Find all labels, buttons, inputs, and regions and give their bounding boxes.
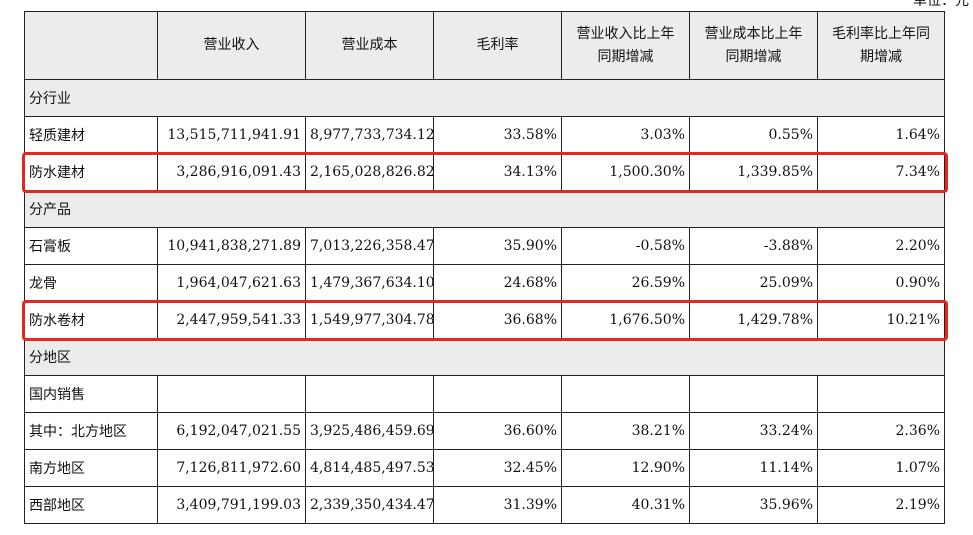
table-row: 南方地区 7,126,811,972.60 4,814,485,497.53 32.4… [24, 449, 945, 487]
table-cell: 33.58% [433, 116, 562, 154]
column-header-text: 营业成本 [341, 37, 398, 53]
highlight-box [21, 299, 948, 341]
table-cell: 1,964,047,621.63 [157, 264, 306, 302]
section-label: 分产品 [24, 190, 945, 228]
column-header [24, 11, 158, 80]
table-cell: 12.90% [561, 449, 690, 487]
table-cell: 24.68% [433, 264, 562, 302]
row-label: 南方地区 [24, 449, 158, 487]
table-cell: 7,013,226,358.47 [305, 227, 434, 265]
table-cell: 11.14% [689, 449, 818, 487]
table-cell [817, 375, 945, 413]
table-cell: 2,447,959,541.33 [157, 301, 306, 339]
table-cell: 7,126,811,972.60 [157, 449, 306, 487]
table-cell [157, 375, 306, 413]
table-cell: 2,339,350,434.47 [305, 486, 434, 524]
table-cell: 31.39% [433, 486, 562, 524]
table-cell: 1,339.85% [689, 153, 818, 191]
table-cell: 13,515,711,941.91 [157, 116, 306, 154]
section-label: 分行业 [24, 79, 945, 117]
row-label: 石膏板 [24, 227, 158, 265]
table-cell: 10,941,838,271.89 [157, 227, 306, 265]
table-cell: 36.60% [433, 412, 562, 450]
table-row: 防水卷材 2,447,959,541.33 1,549,977,304.78 36.6… [24, 301, 945, 339]
table-cell: 7.34% [817, 153, 945, 191]
table-cell: 1.64% [817, 116, 945, 154]
table-cell: 32.45% [433, 449, 562, 487]
table-cell: -3.88% [689, 227, 818, 265]
column-header: 营业成本比上年 同期增减 [689, 11, 818, 80]
column-header: 毛利率比上年同 期增减 [817, 11, 945, 80]
table-cell: 6,192,047,021.55 [157, 412, 306, 450]
table-cell [305, 375, 434, 413]
column-header-text: 同期增减 [597, 48, 654, 65]
table-row: 防水建材 3,286,916,091.43 2,165,028,826.82 34.1… [24, 153, 945, 191]
table-cell: 35.90% [433, 227, 562, 265]
row-label: 龙骨 [24, 264, 158, 302]
column-header: 营业成本 [305, 11, 434, 80]
table-row: 石膏板 10,941,838,271.89 7,013,226,358.47 35.9… [24, 227, 945, 265]
table-cell: 33.24% [689, 412, 818, 450]
table-cell: 3,409,791,199.03 [157, 486, 306, 524]
section-label: 分地区 [24, 338, 945, 376]
table-cell: 38.21% [561, 412, 690, 450]
column-header-text: 营业成本比上年 [704, 25, 803, 42]
table-cell: 2.19% [817, 486, 945, 524]
table-cell: 1,676.50% [561, 301, 690, 339]
table-cell: -0.58% [561, 227, 690, 265]
corner-unit-note: 单位：元 [913, 0, 969, 9]
highlight-box [21, 151, 948, 193]
table-cell: 8,977,733,734.12 [305, 116, 434, 154]
table-row: 其中：北方地区 6,192,047,021.55 3,925,486,459.69 3… [24, 412, 945, 450]
column-header: 营业收入 [157, 11, 306, 80]
table-cell: 0.90% [817, 264, 945, 302]
column-header-text: 同期增减 [725, 48, 782, 65]
table-cell: 3.03% [561, 116, 690, 154]
table-cell [689, 375, 818, 413]
table-cell: 0.55% [689, 116, 818, 154]
table-cell: 34.13% [433, 153, 562, 191]
table-cell [561, 375, 690, 413]
row-label: 国内销售 [24, 375, 158, 413]
table-cell: 4,814,485,497.53 [305, 449, 434, 487]
table-row: 轻质建材 13,515,711,941.91 8,977,733,734.12 33.… [24, 116, 945, 154]
section-row: 分行业 [24, 79, 945, 117]
column-header-text: 毛利率 [476, 37, 519, 53]
financial-table: 营业收入 营业成本 毛利率 营业收入比上年 同期增减 营业成本比上年 同期增减 毛利率比上年同… [24, 11, 945, 524]
table-cell: 1.07% [817, 449, 945, 487]
table-cell: 2.36% [817, 412, 945, 450]
row-label: 其中：北方地区 [24, 412, 158, 450]
section-row: 分地区 [24, 338, 945, 376]
column-header: 营业收入比上年 同期增减 [561, 11, 690, 80]
table-cell: 35.96% [689, 486, 818, 524]
table-cell: 3,925,486,459.69 [305, 412, 434, 450]
table-cell: 2,165,028,826.82 [305, 153, 434, 191]
table-row: 西部地区 3,409,791,199.03 2,339,350,434.47 31.3… [24, 486, 945, 524]
row-label: 轻质建材 [24, 116, 158, 154]
table-cell: 26.59% [561, 264, 690, 302]
column-header-text: 营业收入比上年 [576, 25, 675, 42]
table-cell: 3,286,916,091.43 [157, 153, 306, 191]
column-header-text: 营业收入 [203, 37, 260, 53]
table-cell: 1,500.30% [561, 153, 690, 191]
table-cell: 2.20% [817, 227, 945, 265]
table-cell [433, 375, 562, 413]
table-body: 分行业 轻质建材 13,515,711,941.91 8,977,733,734.12… [24, 79, 945, 524]
column-header-text: 期增减 [860, 48, 902, 65]
row-label: 西部地区 [24, 486, 158, 524]
table-row: 龙骨 1,964,047,621.63 1,479,367,634.10 24.68%… [24, 264, 945, 302]
row-label: 防水建材 [24, 153, 158, 191]
table-header-row: 营业收入 营业成本 毛利率 营业收入比上年 同期增减 营业成本比上年 同期增减 毛利率比上年同… [24, 11, 945, 80]
column-header-text: 毛利率比上年同 [832, 25, 930, 42]
table-row: 国内销售 [24, 375, 945, 413]
table-cell: 25.09% [689, 264, 818, 302]
table-cell: 1,479,367,634.10 [305, 264, 434, 302]
table-cell: 40.31% [561, 486, 690, 524]
section-row: 分产品 [24, 190, 945, 228]
column-header: 毛利率 [433, 11, 562, 80]
